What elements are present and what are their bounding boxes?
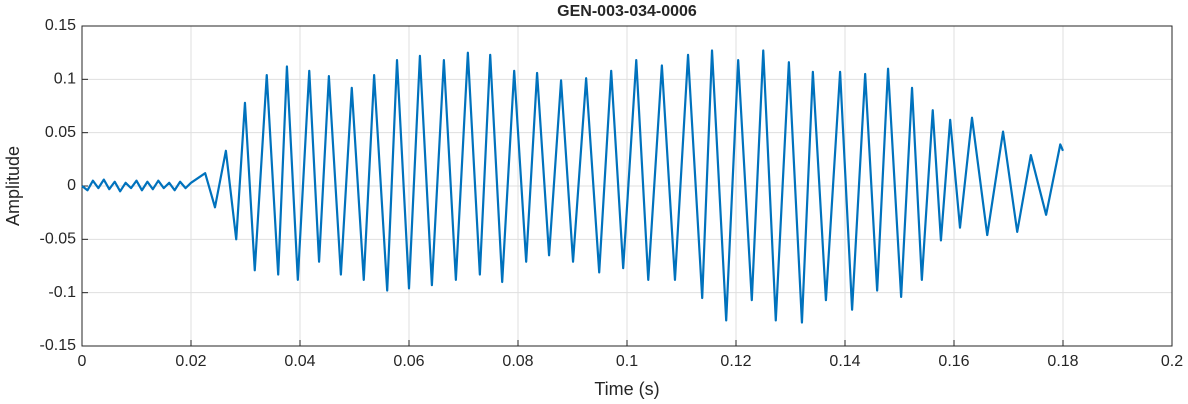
- x-tick-label: 0.04: [284, 353, 315, 370]
- y-tick-label: -0.05: [40, 231, 77, 248]
- chart-title: GEN-003-034-0006: [557, 3, 697, 20]
- y-tick-label: -0.1: [48, 284, 76, 301]
- y-axis-label: Amplitude: [3, 146, 23, 226]
- x-tick-label: 0.06: [393, 353, 424, 370]
- x-tick-label: 0.12: [720, 353, 751, 370]
- x-tick-label: 0.1: [616, 353, 638, 370]
- y-tick-label: 0: [67, 177, 76, 194]
- x-tick-label: 0.18: [1047, 353, 1078, 370]
- x-tick-label: 0.16: [938, 353, 969, 370]
- x-tick-label: 0: [78, 353, 87, 370]
- x-axis-label: Time (s): [594, 379, 659, 399]
- y-tick-label: 0.15: [45, 17, 76, 34]
- x-tick-label: 0.14: [829, 353, 860, 370]
- waveform-line: [81, 49, 1065, 324]
- y-tick-label: -0.15: [40, 337, 77, 354]
- x-tick-label: 0.2: [1161, 353, 1183, 370]
- x-tick-label: 0.02: [175, 353, 206, 370]
- y-tick-label: 0.05: [45, 124, 76, 141]
- x-tick-label: 0.08: [502, 353, 533, 370]
- y-tick-label: 0.1: [54, 71, 76, 88]
